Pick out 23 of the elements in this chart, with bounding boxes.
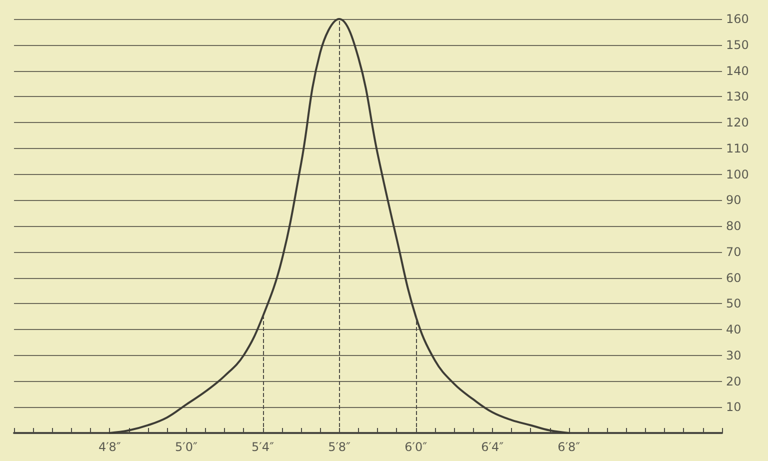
y-tick-label: 10 xyxy=(726,400,742,414)
x-tick-label: 5′0″ xyxy=(174,440,198,454)
y-tick-label: 100 xyxy=(726,167,749,182)
y-tick-label: 50 xyxy=(726,296,742,311)
y-tick-label: 110 xyxy=(726,141,749,156)
y-tick-label: 80 xyxy=(726,219,742,233)
y-tick-label: 30 xyxy=(726,348,742,362)
y-tick-label: 140 xyxy=(726,64,749,78)
x-tick-label: 5′4″ xyxy=(252,440,275,454)
y-tick-label: 20 xyxy=(726,374,742,388)
y-tick-label: 130 xyxy=(726,90,749,104)
x-tick-label: 6′8″ xyxy=(558,440,581,454)
y-tick-label: 60 xyxy=(726,270,742,285)
y-tick-label: 120 xyxy=(726,116,749,130)
y-tick-label: 160 xyxy=(726,12,749,26)
y-tick-label: 70 xyxy=(726,244,742,259)
x-tick-label: 6′4″ xyxy=(481,440,504,454)
x-tick-label: 4′8″ xyxy=(98,440,122,454)
x-tick-label: 6′0″ xyxy=(404,440,428,454)
y-tick-label: 150 xyxy=(726,38,749,52)
y-tick-label: 40 xyxy=(726,322,742,336)
y-tick-label: 90 xyxy=(726,193,742,208)
x-tick-label: 5′8″ xyxy=(328,440,352,454)
